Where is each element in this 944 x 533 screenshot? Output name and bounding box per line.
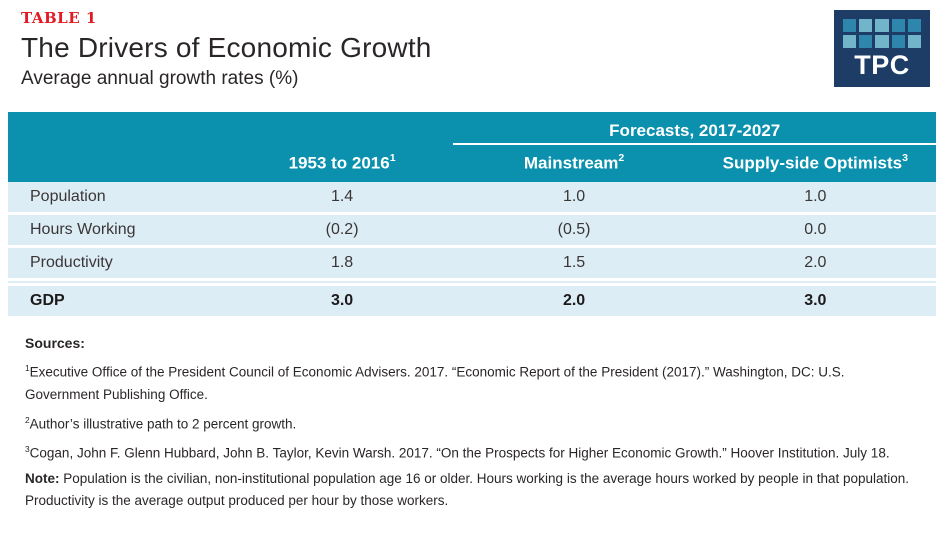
cell-mainstream: 1.0 xyxy=(562,188,586,205)
note: Note: Population is the civilian, non-in… xyxy=(25,468,920,512)
table-row-gdp: GDP 3.0 2.0 3.0 xyxy=(8,286,936,316)
logo-square xyxy=(875,35,889,48)
column-header-label: Supply-side Optimists xyxy=(722,153,903,173)
title-block: TABLE 1 The Drivers of Economic Growth A… xyxy=(0,0,944,102)
footnote-marker: 2 xyxy=(618,151,625,164)
column-header-label: Mainstream xyxy=(523,153,619,173)
table-body: Population 1.4 1.0 1.0 Hours Working (0.… xyxy=(8,182,936,316)
header-spacer xyxy=(8,112,453,145)
logo-square xyxy=(859,35,873,48)
table-row-hours-working: Hours Working (0.2) (0.5) 0.0 xyxy=(8,215,936,245)
logo-square xyxy=(891,35,905,48)
logo-square xyxy=(843,19,857,32)
footnote-2: 2Author’s illustrative path to 2 percent… xyxy=(25,409,920,436)
cell-supply-side: 0.0 xyxy=(804,221,827,238)
cell-historical: 1.8 xyxy=(330,254,354,271)
cell-historical: (0.2) xyxy=(325,221,359,238)
cell-supply-side: 2.0 xyxy=(804,254,827,271)
footnote-marker: 3 xyxy=(902,151,908,164)
footnote-1: 1Executive Office of the President Counc… xyxy=(25,357,920,406)
column-header-historical: 1953 to 20161 xyxy=(231,151,454,174)
table-header-group-row: Forecasts, 2017-2027 xyxy=(8,112,936,145)
footnote-marker: 1 xyxy=(389,151,396,164)
logo-square xyxy=(875,19,889,32)
table-header: Forecasts, 2017-2027 1953 to 20161 Mains… xyxy=(8,112,936,182)
tpc-logo-grid-icon xyxy=(843,19,921,48)
row-label: Hours Working xyxy=(30,221,136,238)
cell-historical: 3.0 xyxy=(330,292,354,309)
sources-and-notes: Sources: 1Executive Office of the Presid… xyxy=(0,319,944,512)
logo-square xyxy=(843,35,857,48)
tpc-logo-wordmark: TPC xyxy=(854,50,910,80)
footnote-marker: 3 xyxy=(25,444,30,455)
page-title: The Drivers of Economic Growth xyxy=(21,32,432,63)
row-label: Productivity xyxy=(30,254,113,271)
cell-historical: 1.4 xyxy=(330,188,354,205)
logo-square xyxy=(859,19,873,32)
page-subtitle: Average annual growth rates (%) xyxy=(21,68,299,89)
tpc-logo: TPC xyxy=(834,10,930,87)
row-label: Population xyxy=(30,188,106,205)
table-row-population: Population 1.4 1.0 1.0 xyxy=(8,182,936,212)
table-row-productivity: Productivity 1.8 1.5 2.0 xyxy=(8,248,936,278)
logo-square xyxy=(891,19,905,32)
cell-mainstream: 2.0 xyxy=(562,292,586,309)
cell-supply-side: 1.0 xyxy=(804,188,827,205)
group-header-forecasts: Forecasts, 2017-2027 xyxy=(453,112,936,145)
logo-square xyxy=(907,35,921,48)
footnote-text: Cogan, John F. Glenn Hubbard, John B. Ta… xyxy=(29,445,890,461)
footnote-marker: 1 xyxy=(25,363,30,374)
total-row-divider xyxy=(8,281,936,283)
column-header-mainstream: Mainstream2 xyxy=(453,151,694,174)
cell-mainstream: 1.5 xyxy=(562,254,586,271)
cell-supply-side: 3.0 xyxy=(804,292,827,309)
footnote-text: Author’s illustrative path to 2 percent … xyxy=(29,416,297,431)
row-label: GDP xyxy=(30,292,65,309)
data-table: Forecasts, 2017-2027 1953 to 20161 Mains… xyxy=(8,112,936,316)
cell-mainstream: (0.5) xyxy=(557,221,591,238)
footnote-text: Executive Office of the President Counci… xyxy=(25,364,845,402)
footnote-3: 3Cogan, John F. Glenn Hubbard, John B. T… xyxy=(25,438,920,465)
column-header-label: 1953 to 2016 xyxy=(288,153,390,173)
table-number-label: TABLE 1 xyxy=(21,9,97,27)
note-text: Population is the civilian, non-institut… xyxy=(25,470,910,508)
note-heading: Note: xyxy=(25,470,60,486)
sources-heading: Sources: xyxy=(25,335,85,351)
logo-square xyxy=(907,19,921,32)
table-header-columns-row: 1953 to 20161 Mainstream2 Supply-side Op… xyxy=(8,145,936,182)
column-header-supply-side: Supply-side Optimists3 xyxy=(695,151,936,174)
footnote-marker: 2 xyxy=(25,414,30,425)
